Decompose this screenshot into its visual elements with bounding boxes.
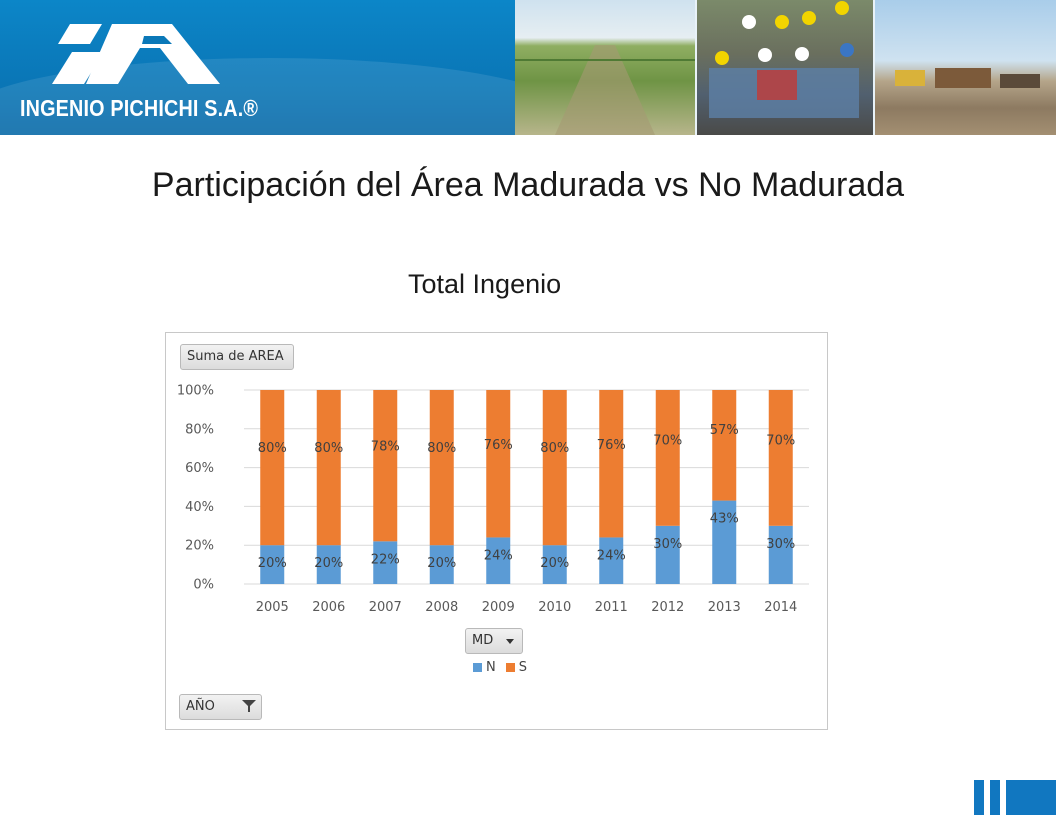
axis-field-label: AÑO (186, 699, 215, 714)
values-field-button[interactable]: Suma de AREA (180, 344, 294, 370)
x-tick-label: 2008 (425, 600, 458, 615)
bar-n (429, 545, 454, 584)
x-tick-label: 2009 (482, 600, 515, 615)
x-tick-label: 2011 (595, 600, 628, 615)
data-label: 70% (653, 433, 682, 448)
bar-n (768, 525, 793, 584)
bar-s (260, 390, 285, 546)
data-label: 78% (371, 440, 400, 455)
sugarcane-field-photo (515, 0, 697, 135)
data-label: 30% (766, 537, 795, 552)
data-label: 76% (484, 438, 513, 453)
bar-n (260, 545, 285, 584)
legend-label: N (486, 660, 496, 675)
data-label: 24% (484, 548, 513, 563)
data-label: 80% (314, 441, 343, 456)
bar-n (373, 541, 398, 584)
legend-swatch (473, 663, 482, 672)
bar-n (655, 525, 680, 584)
page-title: Participación del Área Madurada vs No Ma… (151, 166, 905, 204)
pivot-chart: Suma de AREA 0% 20% 40% 60% 80% 100% 20% 80% 200… (165, 332, 828, 730)
page-subtitle: Total Ingenio (408, 269, 562, 299)
data-label: 24% (597, 548, 626, 563)
y-tick-label: 20% (185, 539, 214, 554)
legend-item: N (473, 660, 496, 675)
company-name: INGENIO PICHICHI S.A.® (20, 95, 259, 121)
x-tick-label: 2007 (369, 600, 402, 615)
data-label: 30% (653, 537, 682, 552)
data-label: 20% (258, 556, 287, 571)
x-tick-label: 2014 (764, 600, 797, 615)
x-tick-label: 2012 (651, 600, 684, 615)
x-tick-label: 2010 (538, 600, 571, 615)
legend-field-button[interactable]: MD (465, 628, 523, 654)
bar-n (542, 545, 567, 584)
bar-s (373, 390, 398, 542)
ip-logo-icon (52, 24, 220, 84)
data-label: 20% (540, 556, 569, 571)
bar-n (486, 537, 511, 584)
bar-n (599, 537, 624, 584)
header-banner: INGENIO PICHICHI S.A.® (0, 0, 1056, 135)
x-tick-label: 2006 (312, 600, 345, 615)
bar-s (768, 390, 793, 526)
bar-n (712, 500, 737, 584)
x-tick-label: 2013 (708, 600, 741, 615)
data-label: 70% (766, 433, 795, 448)
bar-s (655, 390, 680, 526)
workers-photo (697, 0, 875, 135)
photo-divider (873, 0, 875, 135)
y-tick-label: 40% (185, 500, 214, 515)
data-label: 76% (597, 438, 626, 453)
data-label: 80% (427, 441, 456, 456)
bar-s (316, 390, 341, 546)
bar-s (599, 390, 624, 538)
chevron-down-icon (506, 639, 514, 644)
corner-bars-decoration (974, 780, 1056, 815)
legend-label: S (518, 660, 527, 675)
bar-s (712, 390, 737, 501)
y-tick-label: 0% (193, 578, 214, 593)
harvest-photo (875, 0, 1056, 135)
bar-s (429, 390, 454, 546)
y-tick-label: 100% (177, 384, 214, 399)
legend-swatch (505, 663, 515, 672)
data-label: 80% (258, 441, 287, 456)
data-label: 80% (540, 441, 569, 456)
data-label: 20% (314, 556, 343, 571)
data-label: 20% (427, 556, 456, 571)
y-tick-label: 60% (185, 461, 214, 476)
bar-s (486, 390, 511, 538)
y-tick-label: 80% (185, 422, 214, 437)
legend-field-label: MD (472, 633, 494, 648)
data-label: 57% (710, 423, 739, 438)
data-label: 43% (710, 512, 739, 527)
bar-s (542, 390, 567, 546)
x-tick-label: 2005 (256, 600, 289, 615)
bar-n (316, 545, 341, 584)
data-label: 22% (371, 552, 400, 567)
stacked-bar-chart: 0% 20% 40% 60% 80% 100% 20% 80% 2005 20% 80% 2006 22… (177, 384, 809, 615)
filter-icon (242, 700, 256, 712)
legend-item: S (505, 660, 527, 675)
photo-divider (695, 0, 697, 135)
axis-field-button[interactable]: AÑO (179, 694, 262, 720)
